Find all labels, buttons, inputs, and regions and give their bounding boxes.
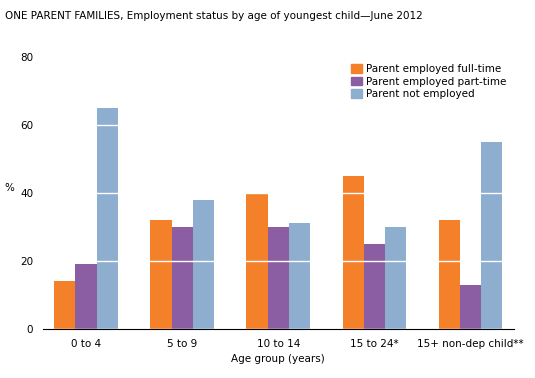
Bar [55, 281, 75, 329]
Y-axis label: %: % [4, 183, 14, 193]
Bar [364, 244, 385, 329]
Bar [460, 285, 481, 329]
Bar [247, 193, 268, 329]
Text: ONE PARENT FAMILIES, Employment status by age of youngest child—June 2012: ONE PARENT FAMILIES, Employment status b… [5, 11, 423, 21]
X-axis label: Age group (years): Age group (years) [231, 354, 325, 364]
Legend: Parent employed full-time, Parent employed part-time, Parent not employed: Parent employed full-time, Parent employ… [349, 62, 508, 101]
Bar [193, 200, 214, 329]
Bar [385, 227, 406, 329]
Bar [75, 264, 97, 329]
Bar [342, 176, 364, 329]
Bar [289, 223, 310, 329]
Bar [150, 220, 172, 329]
Bar [481, 142, 502, 329]
Bar [268, 227, 289, 329]
Bar [97, 108, 118, 329]
Bar [439, 220, 460, 329]
Bar [172, 227, 193, 329]
